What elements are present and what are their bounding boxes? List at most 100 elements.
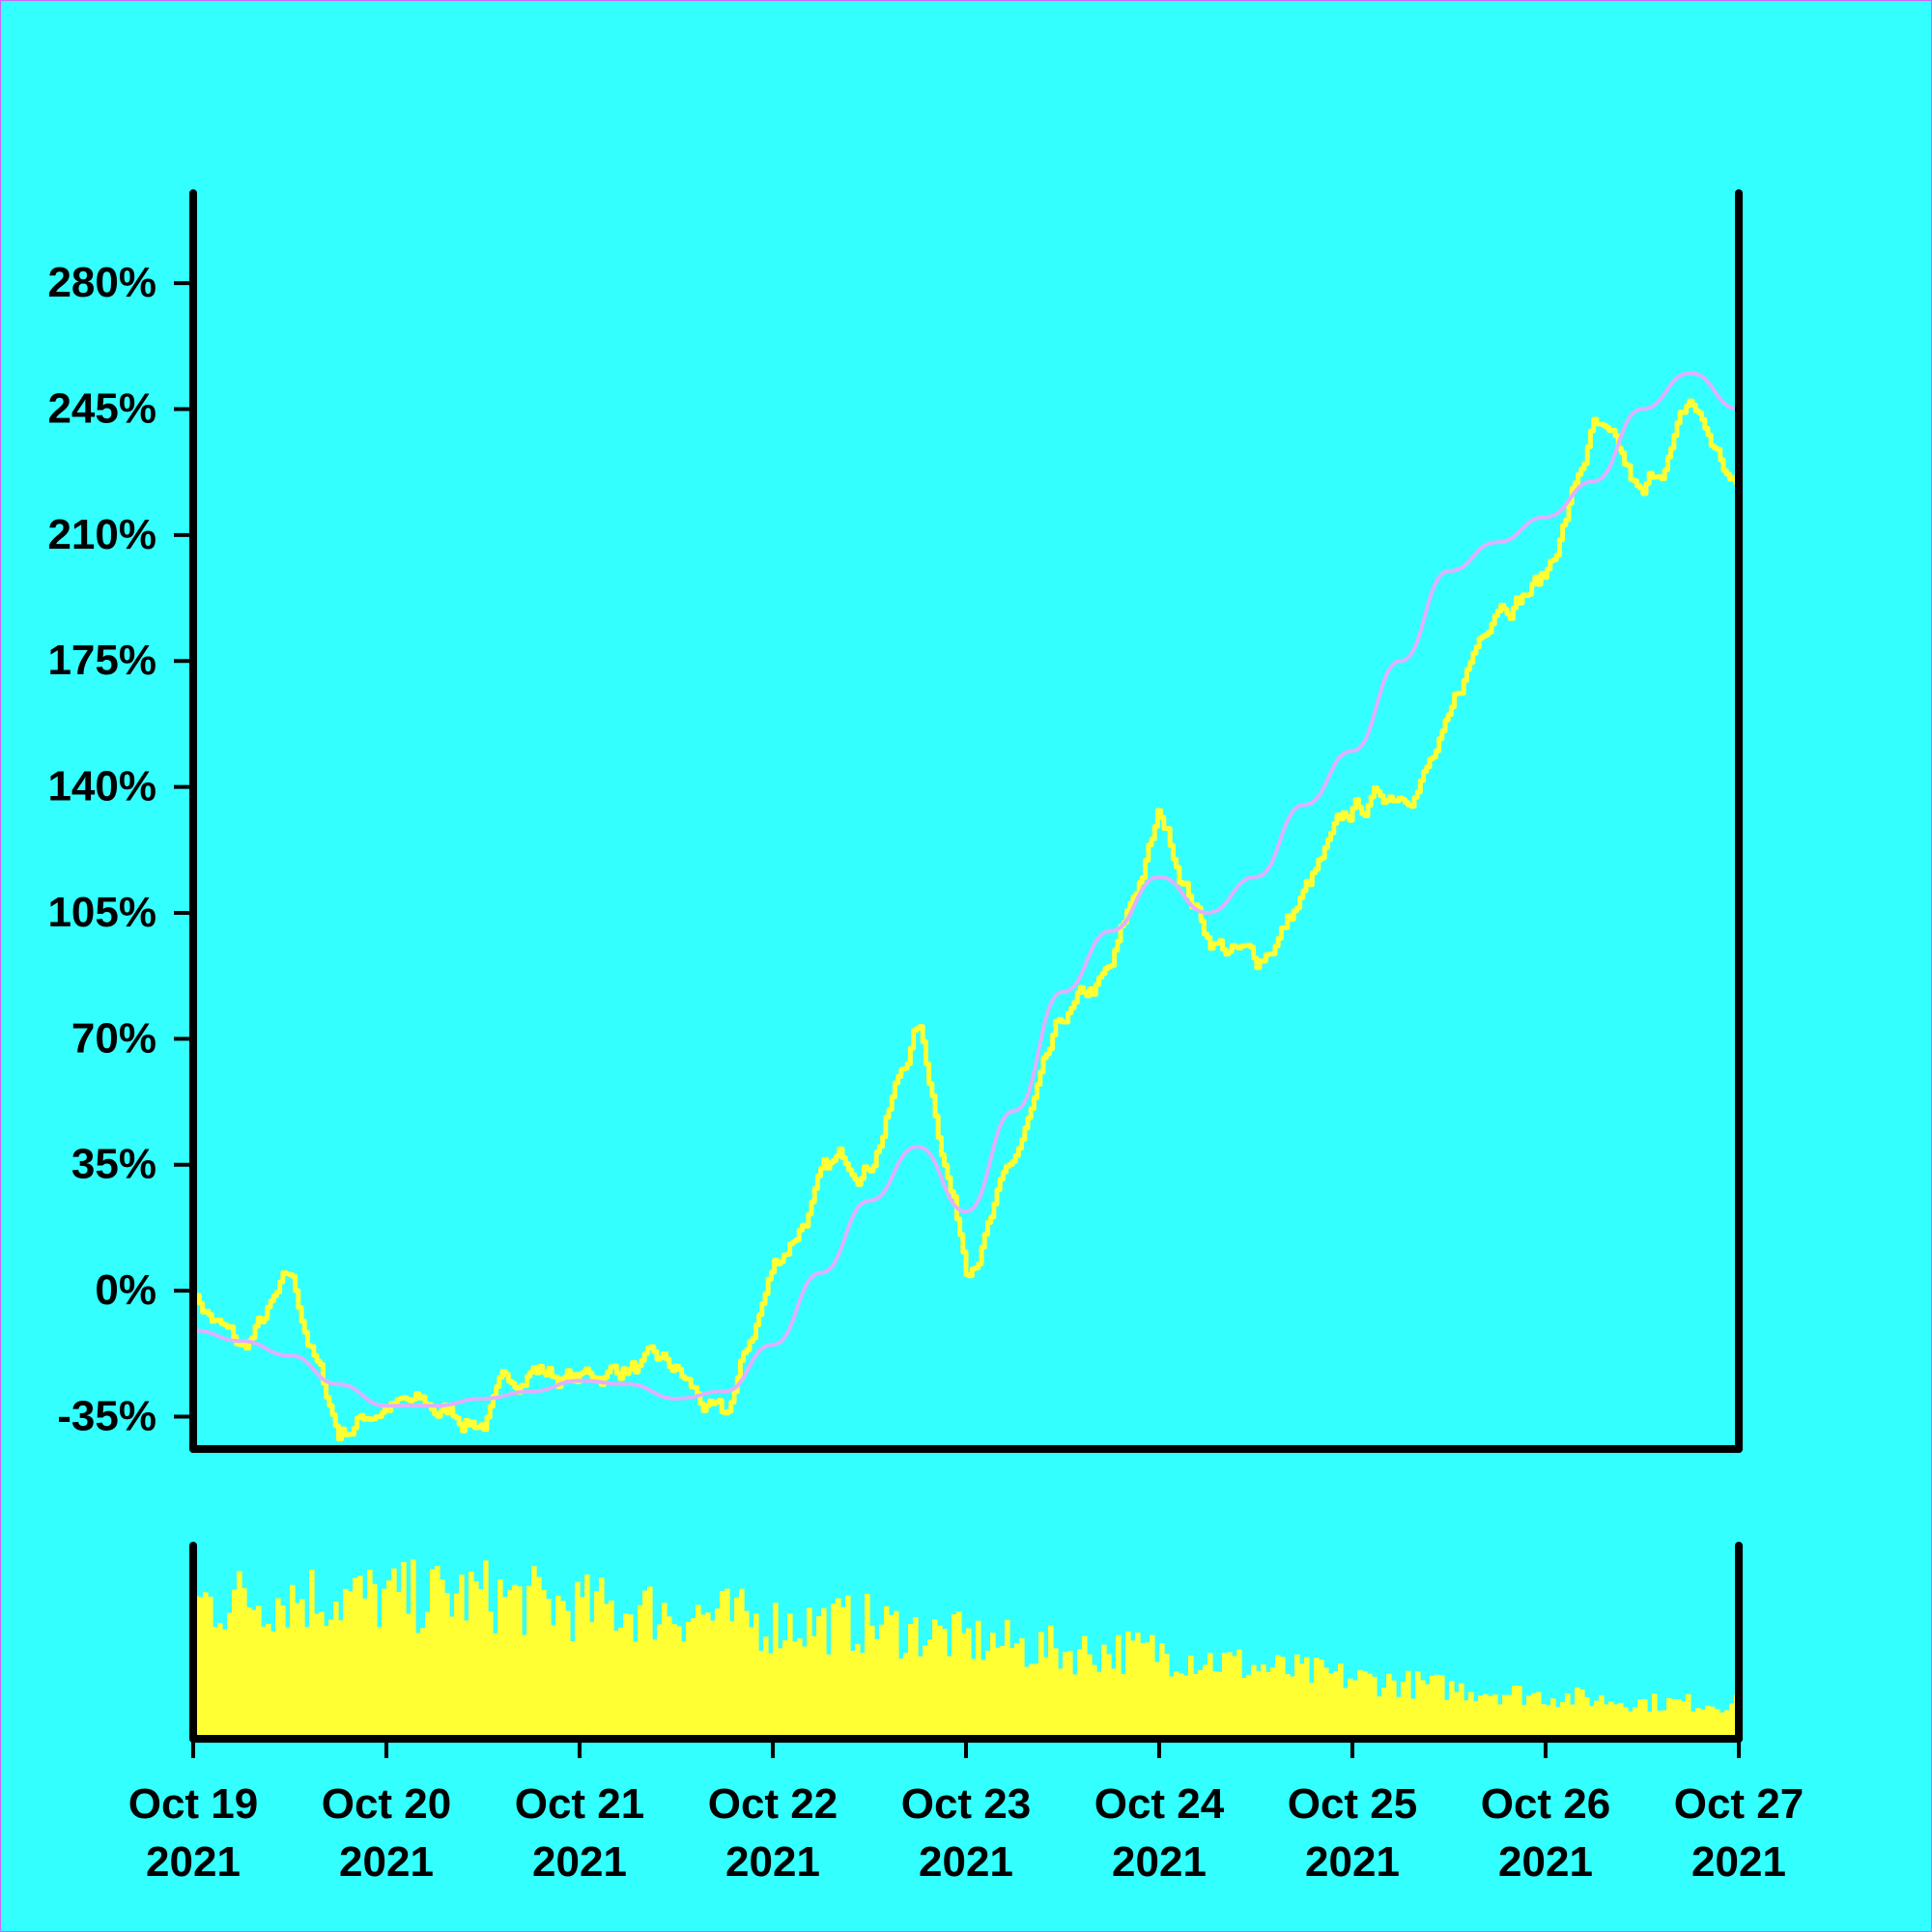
x-tick-label: Oct 24 — [1094, 1780, 1225, 1828]
volume-bar — [1038, 1632, 1044, 1739]
volume-bar — [865, 1593, 870, 1739]
volume-bar — [1449, 1681, 1455, 1739]
volume-bar — [1599, 1694, 1605, 1739]
volume-bar — [633, 1641, 639, 1739]
volume-bar — [1521, 1704, 1527, 1739]
volume-bar — [1381, 1688, 1387, 1739]
volume-bar — [1314, 1658, 1320, 1739]
volume-bar — [565, 1610, 571, 1739]
x-tick-label: Oct 21 — [515, 1780, 645, 1828]
volume-bar — [353, 1577, 358, 1739]
x-tick-year-label: 2021 — [1112, 1838, 1207, 1886]
x-tick-year-label: 2021 — [1498, 1838, 1593, 1886]
volume-bar — [1072, 1674, 1078, 1739]
volume-bar — [449, 1616, 455, 1739]
volume-bar — [1174, 1671, 1179, 1739]
volume-bar — [1652, 1693, 1658, 1739]
volume-bar — [1092, 1664, 1097, 1739]
volume-bar — [1584, 1696, 1590, 1739]
volume-bar — [203, 1592, 209, 1739]
volume-bar — [705, 1612, 711, 1739]
volume-bar — [1328, 1673, 1334, 1739]
volume-bar — [1512, 1686, 1518, 1739]
volume-bar — [1130, 1640, 1136, 1739]
volume-bar — [1463, 1700, 1469, 1739]
x-tick-year-label: 2021 — [146, 1838, 241, 1886]
volume-bar — [1323, 1667, 1329, 1739]
volume-bar — [1140, 1642, 1146, 1739]
volume-bar — [1101, 1644, 1107, 1739]
volume-bar — [1719, 1712, 1725, 1739]
volume-bar — [903, 1653, 909, 1739]
volume-bar — [1000, 1645, 1006, 1739]
volume-bar — [628, 1614, 634, 1739]
volume-bar — [1546, 1704, 1551, 1739]
volume-bar — [1401, 1681, 1406, 1739]
volume-bar — [874, 1638, 880, 1739]
volume-bar — [1613, 1704, 1619, 1739]
volume-bar — [493, 1633, 498, 1739]
volume-bar — [696, 1605, 701, 1739]
volume-bar — [1478, 1695, 1484, 1739]
volume-bar — [1695, 1708, 1701, 1739]
volume-bar — [1014, 1643, 1020, 1739]
volume-bar — [459, 1574, 465, 1739]
volume-bar — [507, 1590, 513, 1739]
volume-bar — [1618, 1702, 1624, 1739]
volume-bar — [415, 1633, 421, 1739]
volume-bar — [594, 1591, 600, 1739]
volume-bar — [816, 1616, 822, 1739]
volume-bar — [1439, 1675, 1445, 1739]
volume-bar — [787, 1613, 793, 1739]
volume-bar — [1169, 1676, 1175, 1739]
volume-bar — [855, 1643, 861, 1739]
volume-bar — [1565, 1693, 1571, 1739]
volume-bar — [1507, 1694, 1513, 1739]
volume-bar — [464, 1620, 469, 1739]
volume-bar — [1005, 1619, 1010, 1739]
volume-bar — [1468, 1691, 1474, 1739]
volume-bar — [377, 1627, 383, 1739]
volume-bar — [517, 1586, 523, 1739]
volume-bar — [1193, 1673, 1199, 1739]
volume-bar — [1647, 1711, 1653, 1739]
volume-bar — [1082, 1635, 1088, 1739]
volume-bar — [840, 1606, 846, 1739]
volume-bar — [1275, 1655, 1281, 1739]
volume-bar — [512, 1584, 518, 1739]
volume-bar — [700, 1614, 706, 1739]
volume-bar — [1541, 1704, 1547, 1739]
volume-bar — [1410, 1698, 1416, 1739]
volume-bar — [710, 1620, 716, 1739]
x-tick-year-label: 2021 — [532, 1838, 627, 1886]
volume-bar — [807, 1607, 812, 1739]
volume-bar — [227, 1612, 233, 1739]
volume-bar — [1063, 1652, 1068, 1739]
volume-bar — [1203, 1664, 1208, 1739]
volume-bar — [251, 1609, 257, 1739]
volume-bar — [1159, 1643, 1165, 1739]
volume-bar — [324, 1626, 329, 1739]
volume-bar — [1125, 1631, 1131, 1739]
volume-bar — [1550, 1698, 1556, 1739]
volume-bar — [1608, 1701, 1614, 1739]
volume-bar — [1570, 1704, 1576, 1739]
volume-bar — [1304, 1657, 1310, 1739]
volume-bar — [1362, 1671, 1368, 1739]
volume-bar — [1517, 1686, 1522, 1739]
volume-bar — [1285, 1674, 1291, 1739]
volume-bar — [691, 1618, 696, 1739]
volume-bar — [1058, 1668, 1064, 1739]
volume-bar — [961, 1633, 967, 1739]
volume-bar — [850, 1650, 856, 1739]
x-tick-label: Oct 25 — [1288, 1780, 1418, 1828]
volume-bar — [1492, 1694, 1498, 1739]
volume-bar — [444, 1592, 450, 1739]
volume-bar — [932, 1619, 938, 1739]
volume-bar — [440, 1578, 445, 1739]
volume-bar — [657, 1624, 663, 1739]
volume-bar — [1700, 1709, 1706, 1739]
volume-bar — [913, 1616, 919, 1739]
volume-bar — [676, 1626, 682, 1739]
volume-bar — [454, 1593, 460, 1739]
